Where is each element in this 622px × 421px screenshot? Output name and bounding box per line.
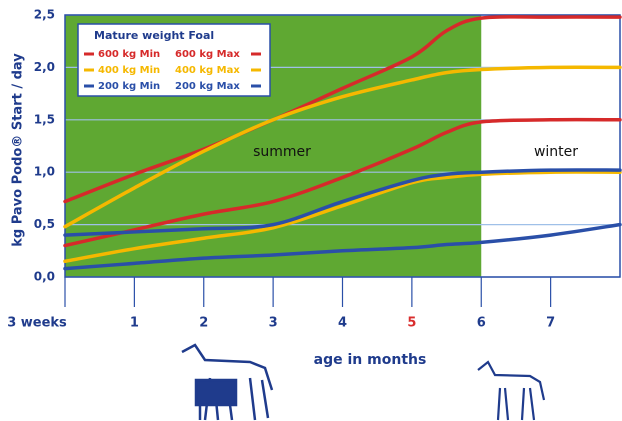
annotation: winter (534, 144, 578, 160)
y-tick-label: 1,5 (34, 112, 55, 126)
x-axis-title: age in months (314, 352, 427, 368)
horse-large (182, 345, 272, 420)
legend-label: 200 kg Max (175, 81, 240, 92)
legend-label: 400 kg Max (175, 65, 240, 76)
y-tick-label: 0,5 (34, 217, 55, 231)
x-tick-label: 4 (338, 316, 347, 331)
legend-label: 600 kg Max (175, 49, 240, 60)
x-tick-label: 3 weeks (7, 316, 67, 331)
x-tick-label: 7 (546, 316, 555, 331)
x-tick-label: 6 (477, 316, 486, 331)
x-tick-label: 5 (407, 316, 416, 331)
legend: Mature weight Foal 600 kg Min 600 kg Max 40… (78, 24, 270, 96)
y-axis-title: kg Pavo Podo® Start / day (11, 53, 26, 247)
horse-small (478, 362, 544, 420)
legend-title: Mature weight Foal (94, 29, 214, 42)
y-tick-label: 1,0 (34, 165, 55, 179)
annotation: summer (253, 144, 311, 160)
legend-label: 200 kg Min (98, 81, 160, 92)
y-tick-label: 2,5 (34, 8, 55, 22)
x-tick-label: 3 (269, 316, 278, 331)
x-tick-label: 2 (199, 316, 208, 331)
y-tick-label: 0,0 (34, 270, 55, 284)
legend-label: 400 kg Min (98, 65, 160, 76)
y-tick-label: 2,0 (34, 60, 55, 74)
x-tick-label: 1 (130, 316, 139, 331)
legend-label: 600 kg Min (98, 49, 160, 60)
chart: 0,0 0,5 1,0 1,5 2,0 2,5 3 weeks 1 2 3 4 5 6 7 summer wi… (0, 0, 622, 421)
